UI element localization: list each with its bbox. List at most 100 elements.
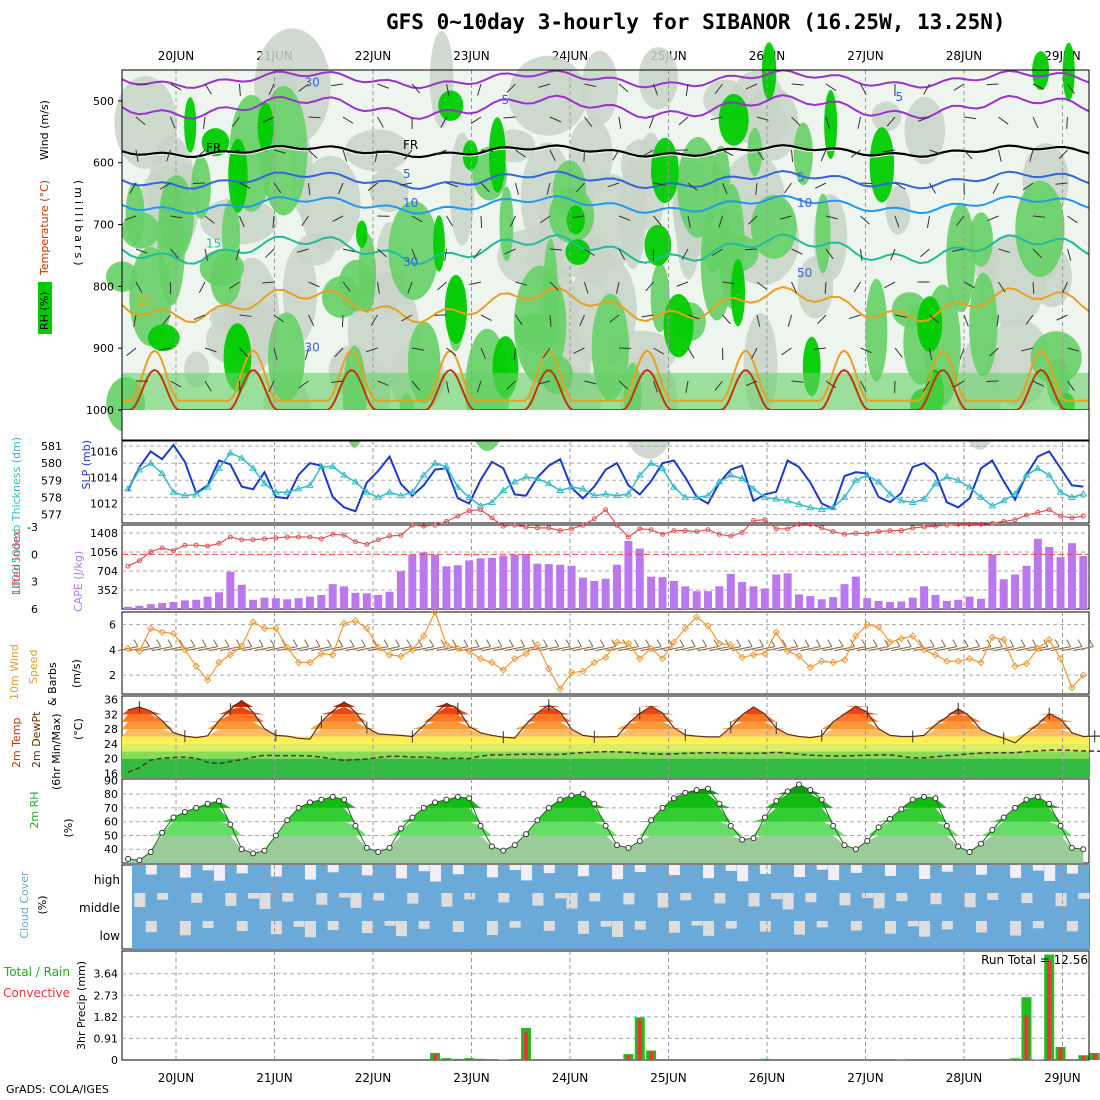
wind-speed-point xyxy=(681,624,689,633)
cape-bar xyxy=(431,554,440,609)
wind-speed-point xyxy=(317,649,326,658)
date-label-top: 22JUN xyxy=(355,49,392,63)
wind-barb xyxy=(538,380,551,385)
rh-fill-band xyxy=(128,784,1084,795)
wind-barb xyxy=(204,380,212,392)
wind-speed-point xyxy=(658,654,667,663)
wind-barb xyxy=(538,83,551,88)
cloud-gap xyxy=(395,921,407,937)
wind-barb xyxy=(298,83,309,92)
cloud-gap xyxy=(395,865,407,879)
rh-point xyxy=(784,788,791,795)
rh-point xyxy=(841,842,848,849)
wind-barb-10m xyxy=(1061,646,1083,652)
wind-barb xyxy=(685,83,689,96)
wind-barb xyxy=(884,281,896,289)
wind-barb xyxy=(848,314,861,320)
rh-grey-region xyxy=(581,50,619,125)
date-label-bottom: 29JUN xyxy=(1044,1071,1081,1085)
wind-barb-10m xyxy=(891,646,912,652)
wind-barb-flag xyxy=(452,639,457,647)
wind-speed-line xyxy=(127,610,1084,691)
wind-barb xyxy=(825,215,838,220)
wind-barb xyxy=(229,281,240,290)
rh-point xyxy=(159,829,166,836)
wind-speed-point xyxy=(863,620,871,629)
wind-barb xyxy=(963,281,975,289)
wind-barb-10m xyxy=(595,646,616,652)
wind-speed-point xyxy=(351,617,360,625)
rh-green-region xyxy=(1015,180,1065,278)
thickness-point xyxy=(419,471,428,478)
thickness-point xyxy=(1011,489,1019,497)
thickness-point xyxy=(760,493,769,500)
wind-speed-point xyxy=(874,623,883,631)
rh-point xyxy=(432,799,439,806)
lifted-index-point xyxy=(1046,507,1052,513)
wind-barb-10m xyxy=(163,646,184,652)
wind-speed-point xyxy=(965,654,974,663)
rh-point xyxy=(545,804,552,811)
cape-bar xyxy=(487,557,496,609)
wind-barb xyxy=(648,116,654,129)
thickness-point xyxy=(192,489,201,497)
thickness-axis-label: 1000-500mb Thickness (dm) xyxy=(10,437,23,595)
rh-point xyxy=(488,843,495,850)
cloud-gap xyxy=(816,865,828,870)
wind-barb-10m xyxy=(857,646,878,652)
wind-speed-point xyxy=(624,639,633,648)
wind-barb-flag xyxy=(1088,639,1094,647)
wind-barb xyxy=(477,83,482,96)
lifted-index-point xyxy=(296,534,302,540)
wind-barb-10m xyxy=(402,646,423,652)
wind-barb xyxy=(513,347,516,360)
wind-barb xyxy=(929,347,933,360)
wind-barb xyxy=(342,281,351,292)
wind-barb xyxy=(685,380,689,393)
cape-bar xyxy=(556,564,565,609)
wind-speed-point xyxy=(1011,662,1019,670)
cape-tick-label: 704 xyxy=(97,565,118,578)
thickness-point xyxy=(704,491,712,499)
cape-bar xyxy=(738,582,747,609)
cape-bar xyxy=(1067,543,1076,609)
upper-frame xyxy=(121,69,1090,441)
rh-tick-label: 50 xyxy=(104,829,118,842)
cloud-gap xyxy=(850,921,862,931)
cloud-gap xyxy=(793,921,805,935)
wind-barb xyxy=(273,347,278,360)
cape-bar xyxy=(715,586,724,609)
rh-green-region xyxy=(793,122,813,186)
wind-barb xyxy=(337,182,344,195)
lifted-index-point xyxy=(898,528,904,534)
cape-bar xyxy=(794,594,803,609)
rh-point xyxy=(250,850,257,857)
lifted-index-point xyxy=(239,537,245,543)
temperature-axis-label: Temperature (°C) xyxy=(38,180,51,276)
rh-grey-region xyxy=(508,55,587,136)
pressure-tick-label: 500 xyxy=(93,95,114,108)
cloud-gap xyxy=(725,865,737,871)
lifted-index-point xyxy=(489,515,495,521)
wind-speed-point xyxy=(977,658,985,667)
lifted-index-point xyxy=(1012,517,1018,523)
wind-speed-point xyxy=(283,643,291,652)
cloud-gap xyxy=(623,893,635,905)
wind-barb xyxy=(1067,83,1075,94)
wind-barb-flag xyxy=(156,639,162,647)
wind-speed-point xyxy=(840,656,849,664)
wind-barb xyxy=(170,380,182,388)
thickness-point xyxy=(635,471,644,478)
wind-barb-flag xyxy=(292,639,298,647)
rh-bright-green-region xyxy=(1032,51,1050,91)
lifted-index-point xyxy=(921,524,927,530)
cloud-gap xyxy=(270,921,282,935)
pressure-tick-label: 1000 xyxy=(86,404,114,417)
cloud-gap xyxy=(327,865,339,873)
wind-barb xyxy=(377,248,387,258)
wind-speed-point xyxy=(806,663,815,672)
wind-barb-flag xyxy=(326,639,332,647)
wind-barb xyxy=(583,149,585,163)
wind-barb xyxy=(860,215,870,225)
thickness-point xyxy=(715,478,724,485)
